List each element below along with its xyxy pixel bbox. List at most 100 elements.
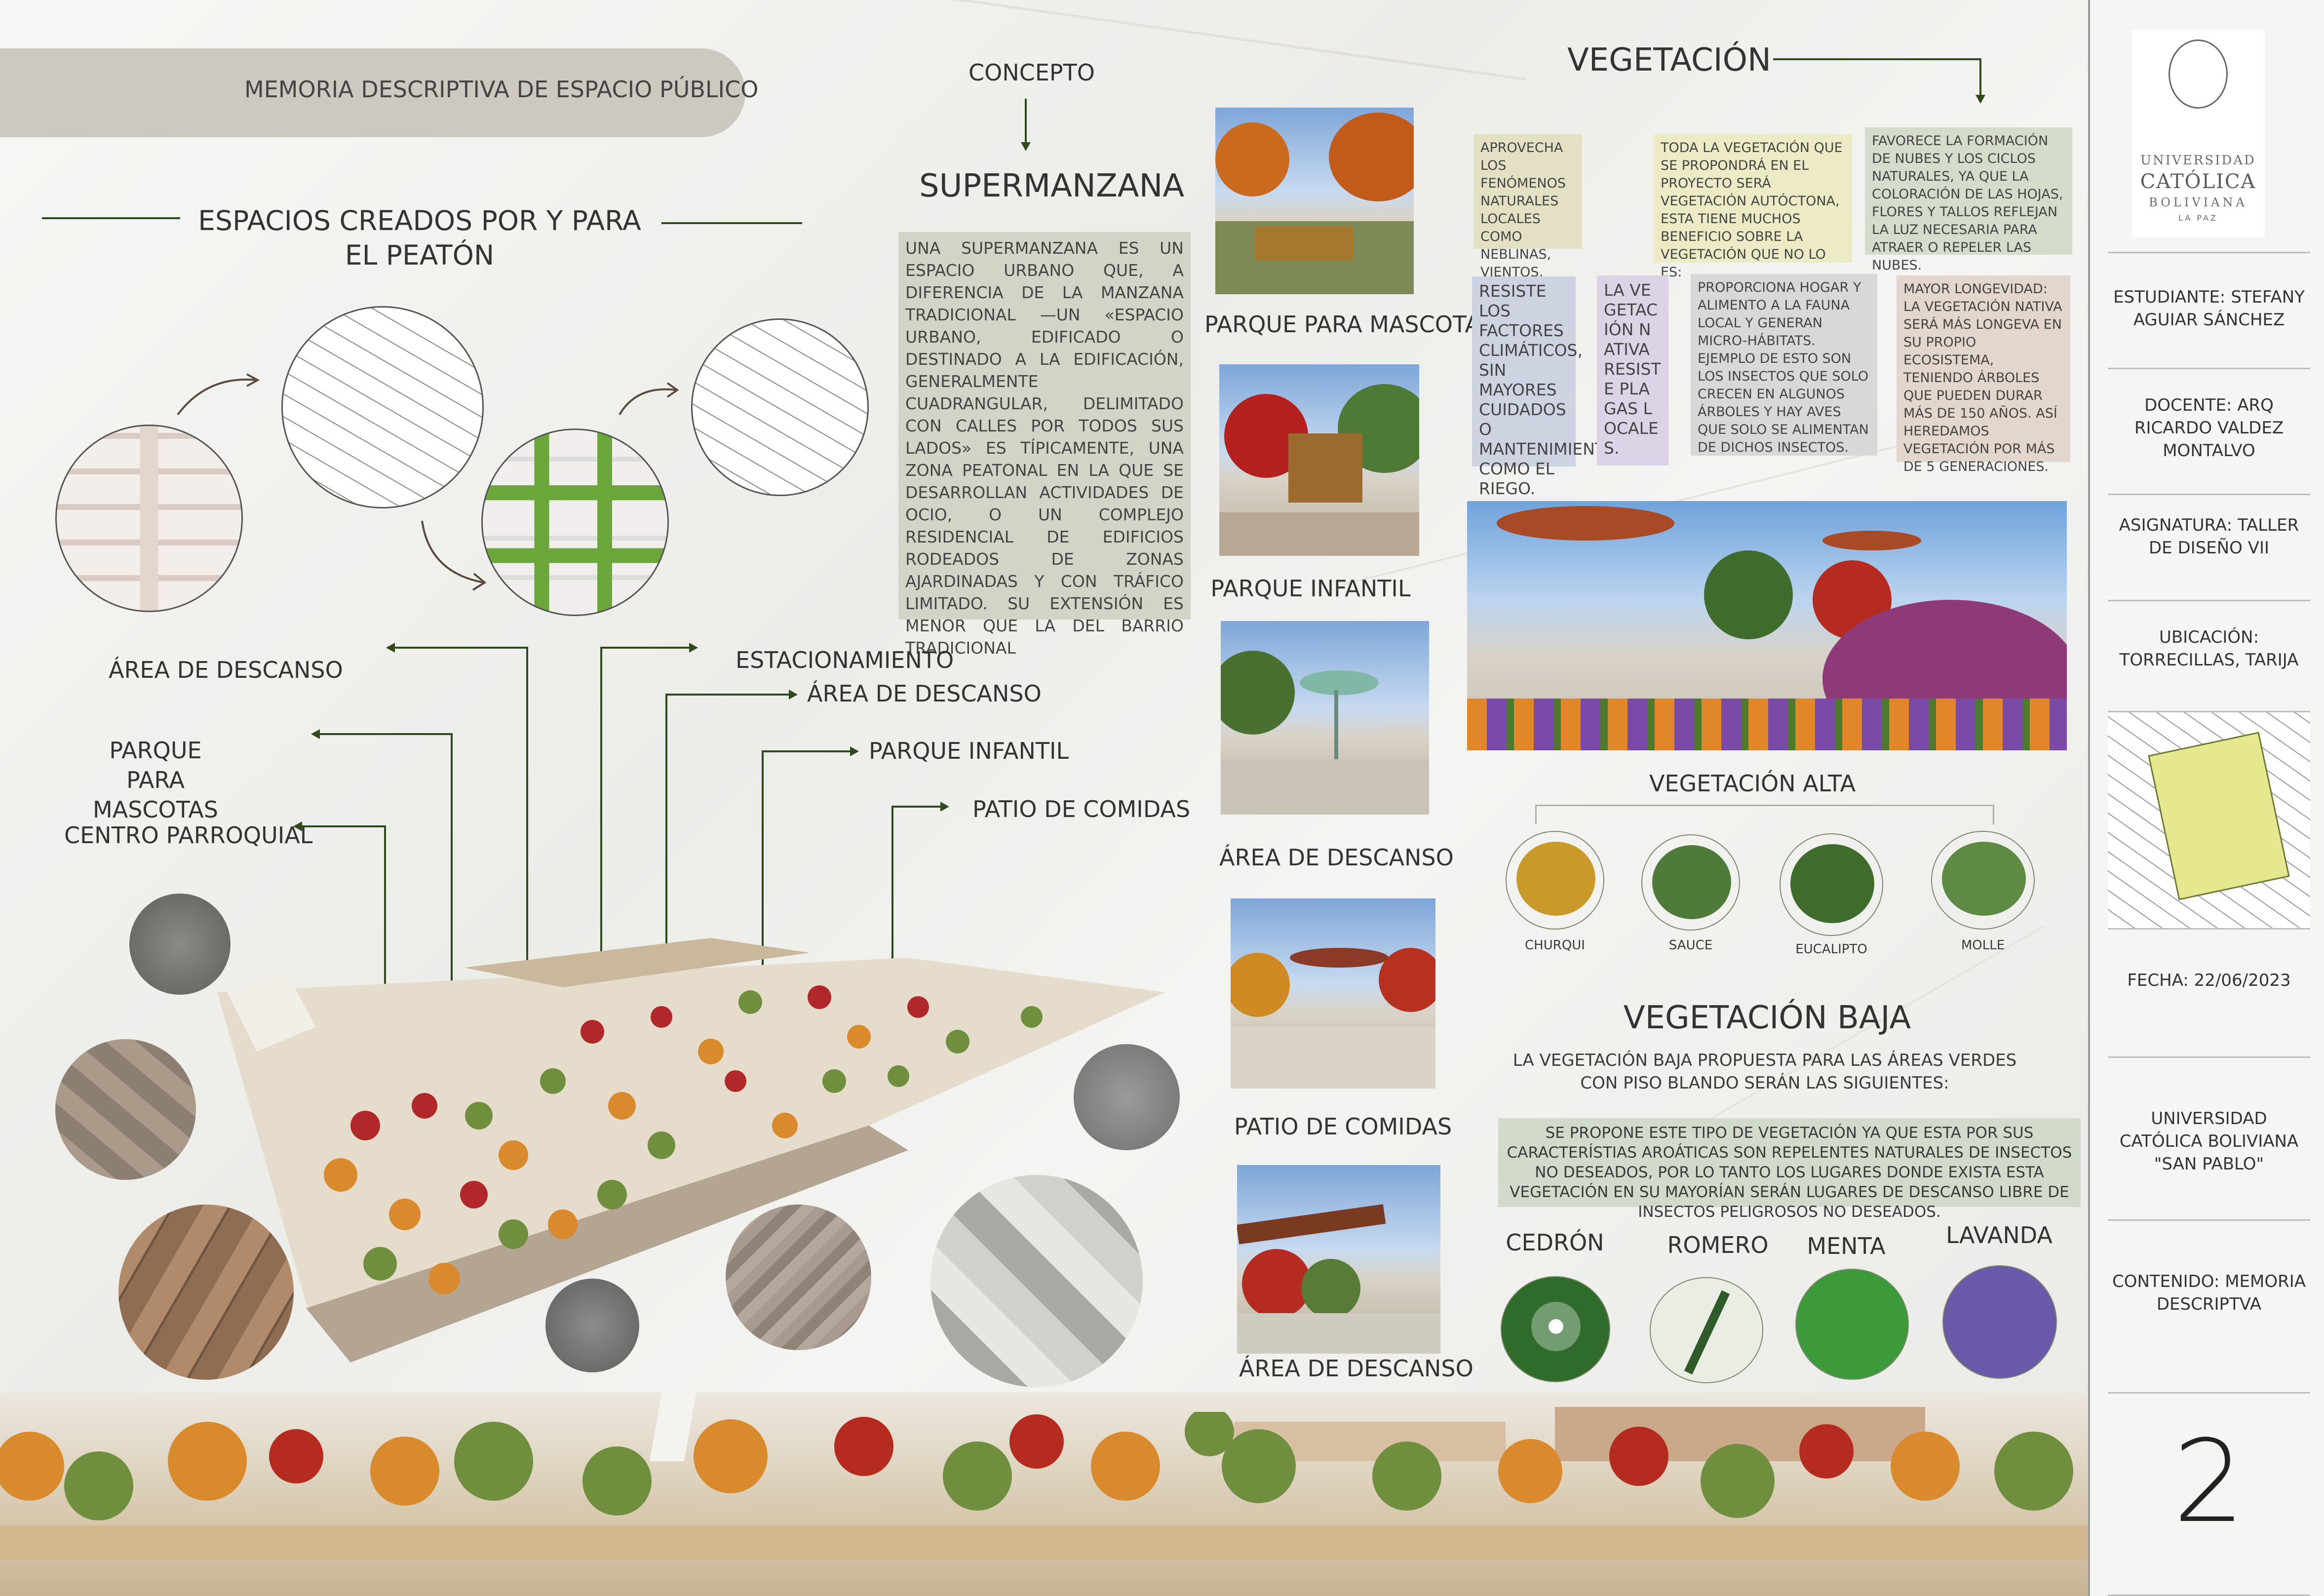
concept-label: CONCEPTO xyxy=(968,59,1095,86)
asignatura-text: ASIGNATURA: TALLER DE DISEÑO VII xyxy=(2119,515,2299,558)
cell-fecha: FECHA: 22/06/2023 xyxy=(2108,928,2310,1056)
caption-parque-infantil: PARQUE INFANTIL xyxy=(1210,575,1411,602)
cell-ubicacion: UBICACIÓN: TORRECILLAS, TARIJA xyxy=(2108,600,2310,711)
label-estacionamiento: ESTACIONAMIENTO xyxy=(736,647,954,673)
plant-romero-photo xyxy=(1650,1277,1763,1383)
caption-parque-mascotas: PARQUE PARA MASCOTAS xyxy=(1204,311,1495,338)
tree-churqui-label: CHURQUI xyxy=(1525,938,1585,953)
gravel-texture xyxy=(545,1279,639,1372)
vegetation-box-1: APROVECHA LOS FENÓMENOS NATURALES LOCALE… xyxy=(1473,134,1582,315)
vegetation-box-2: TODA LA VEGETACIÓN QUE SE PROPONDRÁ EN E… xyxy=(1654,134,1852,280)
cell-universidad: UNIVERSIDAD CATÓLICA BOLIVIANA "SAN PABL… xyxy=(2108,1056,2310,1219)
plant-menta-label: MENTA xyxy=(1807,1233,1886,1259)
vegetacion-baja-note: SE PROPONE ESTE TIPO DE VEGETACIÓN YA QU… xyxy=(1498,1118,2081,1221)
tree-churqui-photo xyxy=(1506,831,1604,930)
concept-arrow-line xyxy=(1025,99,1027,143)
logo-line-3: BOLIVIANA xyxy=(2149,195,2247,209)
marble-vein xyxy=(1658,926,2044,1150)
vegetation-box-6: PROPORCIONA HOGAR Y ALIMENTO A LA FAUNA … xyxy=(1691,274,1877,456)
university-seal-icon xyxy=(2169,39,2228,109)
gravel-texture xyxy=(1074,1044,1180,1150)
label-area-descanso-2: ÁREA DE DESCANSO xyxy=(807,680,1042,707)
caption-patio-comidas: PATIO DE COMIDAS xyxy=(1234,1113,1452,1140)
stone-texture xyxy=(129,894,231,995)
cell-docente: DOCENTE: ARQ RICARDO VALDEZ MONTALVO xyxy=(2108,368,2310,494)
vegetation-box-3: FAVORECE LA FORMACIÓN DE NUBES Y LOS CIC… xyxy=(1865,127,2072,273)
banner-title: MEMORIA DESCRIPTIVA DE ESPACIO PÚBLICO xyxy=(244,76,759,103)
diagram-map-circle xyxy=(281,306,484,508)
leader-line xyxy=(665,694,667,1049)
tree-molle-photo xyxy=(1931,831,2035,930)
leader-line xyxy=(601,647,690,649)
vegetation-arrow-line xyxy=(1773,58,1981,60)
estudiante-text: ESTUDIANTE: STEFANY AGUIAR SÁNCHEZ xyxy=(2113,287,2305,330)
vegetation-arrow-line xyxy=(1979,58,1981,95)
vegetation-box-7: MAYOR LONGEVIDAD: LA VEGETACIÓN NATIVA S… xyxy=(1897,275,2070,474)
bottom-landscape-render xyxy=(0,1392,2088,1596)
aerial-plan-render xyxy=(217,938,1165,1362)
arrow-right-icon xyxy=(789,690,798,700)
label-parque-mascotas: PARQUE PARA MASCOTAS xyxy=(93,737,218,823)
cell-page-number: 2 xyxy=(2108,1392,2310,1596)
diagram-map-circle xyxy=(691,318,869,496)
tree-eucalipto-label: EUCALIPTO xyxy=(1795,942,1867,957)
stone-texture xyxy=(55,1039,196,1180)
label-patio-comidas: PATIO DE COMIDAS xyxy=(972,796,1191,822)
leader-line xyxy=(762,750,764,1076)
label-area-descanso: ÁREA DE DESCANSO xyxy=(109,657,343,683)
curved-arrow-icon xyxy=(177,373,260,416)
tree-bracket xyxy=(1535,805,1994,806)
title-rule xyxy=(661,222,802,224)
render-flower-plaza xyxy=(1467,501,2067,750)
plant-lavanda-label: LAVANDA xyxy=(1946,1222,2053,1248)
plant-menta-photo xyxy=(1795,1269,1909,1380)
title-block-sidebar: UNIVERSIDAD CATÓLICA BOLIVIANA LA PAZ ES… xyxy=(2088,0,2324,1596)
leader-line xyxy=(763,750,852,752)
render-area-descanso-2 xyxy=(1237,1165,1440,1354)
header-banner: MEMORIA DESCRIPTIVA DE ESPACIO PÚBLICO xyxy=(0,48,758,137)
plant-cedron-label: CEDRÓN xyxy=(1506,1229,1604,1256)
poster-sheet: MEMORIA DESCRIPTIVA DE ESPACIO PÚBLICO E… xyxy=(0,0,2088,1596)
cell-asignatura: ASIGNATURA: TALLER DE DISEÑO VII xyxy=(2108,494,2310,600)
paver-texture xyxy=(726,1205,871,1350)
diagram-superblock-circle xyxy=(481,428,669,616)
tree-sauce-label: SAUCE xyxy=(1668,938,1713,953)
tree-bracket xyxy=(1993,805,1994,824)
tree-bracket xyxy=(1535,805,1537,824)
concept-description: UNA SUPERMANZANA ES UN ESPACIO URBANO QU… xyxy=(898,232,1191,658)
logo-line-1: UNIVERSIDAD xyxy=(2140,153,2256,168)
leader-line xyxy=(891,806,893,1003)
leader-line xyxy=(526,647,528,1160)
ubicacion-text: UBICACIÓN: TORRECILLAS, TARIJA xyxy=(2119,627,2299,670)
arrow-left-icon xyxy=(311,729,320,739)
leader-line xyxy=(892,806,942,808)
label-centro-parroquial: CENTRO PARROQUIAL xyxy=(64,822,313,849)
curved-arrow-icon xyxy=(619,382,679,416)
leader-line xyxy=(394,647,527,649)
cell-estudiante: ESTUDIANTE: STEFANY AGUIAR SÁNCHEZ xyxy=(2108,252,2310,368)
arrow-down-icon xyxy=(1021,142,1031,151)
leader-line xyxy=(666,694,790,696)
arrow-left-icon xyxy=(293,821,302,831)
cell-contenido: CONTENIDO: MEMORIA DESCRIPTVA xyxy=(2108,1219,2310,1392)
university-logo: UNIVERSIDAD CATÓLICA BOLIVIANA LA PAZ xyxy=(2131,30,2265,237)
concept-title: SUPERMANZANA xyxy=(919,168,1185,204)
plant-romero-label: ROMERO xyxy=(1667,1232,1769,1258)
plant-lavanda-photo xyxy=(1942,1265,2057,1379)
leader-line xyxy=(318,733,452,735)
plant-cedron-photo xyxy=(1501,1276,1610,1382)
tree-eucalipto-photo xyxy=(1780,833,1883,936)
stone-texture xyxy=(118,1205,294,1380)
arrow-right-icon xyxy=(689,643,698,653)
tree-sauce-photo xyxy=(1641,834,1740,931)
render-patio-comidas xyxy=(1231,898,1435,1089)
caption-area-descanso-2: ÁREA DE DESCANSO xyxy=(1239,1355,1473,1382)
leader-line xyxy=(384,825,386,1033)
logo-line-4: LA PAZ xyxy=(2178,213,2218,223)
page-number: 2 xyxy=(2172,1416,2246,1548)
leader-line xyxy=(301,825,385,827)
vegetacion-baja-title: VEGETACIÓN BAJA xyxy=(1623,1000,1911,1036)
vegetacion-baja-intro: LA VEGETACIÓN BAJA PROPUESTA PARA LAS ÁR… xyxy=(1512,1051,2017,1093)
title-rule xyxy=(42,217,180,219)
label-parque-infantil: PARQUE INFANTIL xyxy=(869,738,1069,764)
